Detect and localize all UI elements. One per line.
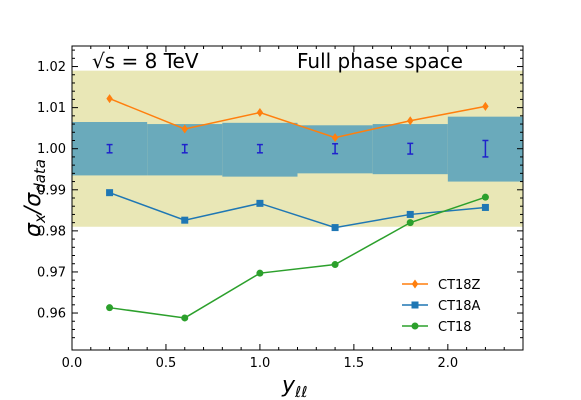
y-axis-title: σx/σdata xyxy=(21,159,49,237)
point-CT18A-2 xyxy=(256,199,264,207)
y-tick-label: 1.02 xyxy=(37,60,66,75)
data-errorbar-0 xyxy=(106,143,113,154)
x-tick-label: 0.5 xyxy=(156,356,177,371)
x-tick-label: 0.0 xyxy=(62,356,83,371)
legend-entry-CT18A: CT18A xyxy=(402,299,481,314)
data-errorbar-4 xyxy=(407,142,414,155)
point-CT18Z-5 xyxy=(482,101,489,111)
point-CT18Z-0 xyxy=(106,94,113,104)
legend-marker xyxy=(411,279,419,289)
legend-label: CT18 xyxy=(438,320,472,335)
data-errorbar-5 xyxy=(482,139,489,158)
point-CT18A-4 xyxy=(406,210,414,218)
x-tick-label: 1.0 xyxy=(250,356,271,371)
series-CT18Z xyxy=(106,94,489,143)
legend: CT18Z CT18A CT18 xyxy=(402,278,481,335)
point-CT18-1 xyxy=(181,314,189,322)
x-tick-label: 1.5 xyxy=(344,356,365,371)
point-CT18Z-1 xyxy=(181,124,188,134)
point-CT18A-1 xyxy=(181,216,189,224)
x-tick-label: 2.0 xyxy=(437,356,458,371)
series-line-CT18 xyxy=(109,196,486,319)
point-CT18A-0 xyxy=(106,189,114,197)
plot-content xyxy=(72,70,523,322)
point-CT18-5 xyxy=(481,193,489,201)
point-CT18-3 xyxy=(331,261,339,269)
series-CT18 xyxy=(106,193,489,322)
point-CT18A-3 xyxy=(331,224,339,232)
point-CT18-2 xyxy=(256,269,264,277)
point-CT18-0 xyxy=(106,304,114,312)
legend-entry-CT18: CT18 xyxy=(402,320,472,335)
y-tick-label: 0.99 xyxy=(37,183,66,198)
y-tick-label: 1.01 xyxy=(37,101,66,116)
legend-entry-CT18Z: CT18Z xyxy=(402,278,481,293)
series-line-CT18A xyxy=(109,191,486,229)
legend-marker xyxy=(411,322,419,330)
x-axis-title: yℓℓ xyxy=(281,373,307,400)
y-tick-label: 0.98 xyxy=(37,224,66,239)
series-line-CT18Z xyxy=(109,97,486,139)
point-CT18Z-4 xyxy=(407,116,414,126)
legend-marker xyxy=(411,301,419,309)
legend-label: CT18Z xyxy=(438,278,481,293)
y-tick-label: 1.00 xyxy=(37,142,66,157)
point-CT18-4 xyxy=(406,219,414,227)
point-CT18A-5 xyxy=(481,203,489,211)
series-CT18A xyxy=(106,189,489,232)
data-errorbar-1 xyxy=(181,143,188,154)
region-annotation: Full phase space xyxy=(297,49,463,73)
plot-area xyxy=(72,70,523,322)
data-errorbar-2 xyxy=(256,143,263,154)
data-errorbar-3 xyxy=(332,143,339,155)
y-tick-label: 0.96 xyxy=(37,307,66,322)
energy-annotation: √s = 8 TeV xyxy=(92,49,199,73)
legend-label: CT18A xyxy=(438,299,481,314)
axes: 0.0 0.5 1.0 1.5 2.0 0.96 0.97 0.98 0.99 1.00 1.01 1… xyxy=(37,45,524,371)
point-CT18Z-2 xyxy=(256,108,264,118)
point-CT18Z-3 xyxy=(331,133,339,143)
y-tick-label: 0.97 xyxy=(37,265,66,280)
